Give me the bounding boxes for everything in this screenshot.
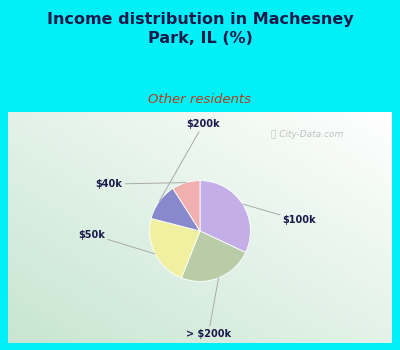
Text: > $200k: > $200k — [186, 278, 231, 339]
Wedge shape — [182, 231, 246, 281]
Text: $40k: $40k — [96, 179, 186, 189]
Wedge shape — [200, 181, 250, 252]
Text: $50k: $50k — [78, 230, 155, 254]
Text: $100k: $100k — [242, 204, 316, 225]
Text: Other residents: Other residents — [148, 93, 252, 106]
Wedge shape — [150, 218, 200, 278]
Text: Income distribution in Machesney
Park, IL (%): Income distribution in Machesney Park, I… — [47, 12, 353, 46]
Text: ⓘ City-Data.com: ⓘ City-Data.com — [271, 131, 344, 140]
Text: $200k: $200k — [159, 119, 220, 201]
Wedge shape — [151, 188, 200, 231]
Wedge shape — [173, 181, 200, 231]
